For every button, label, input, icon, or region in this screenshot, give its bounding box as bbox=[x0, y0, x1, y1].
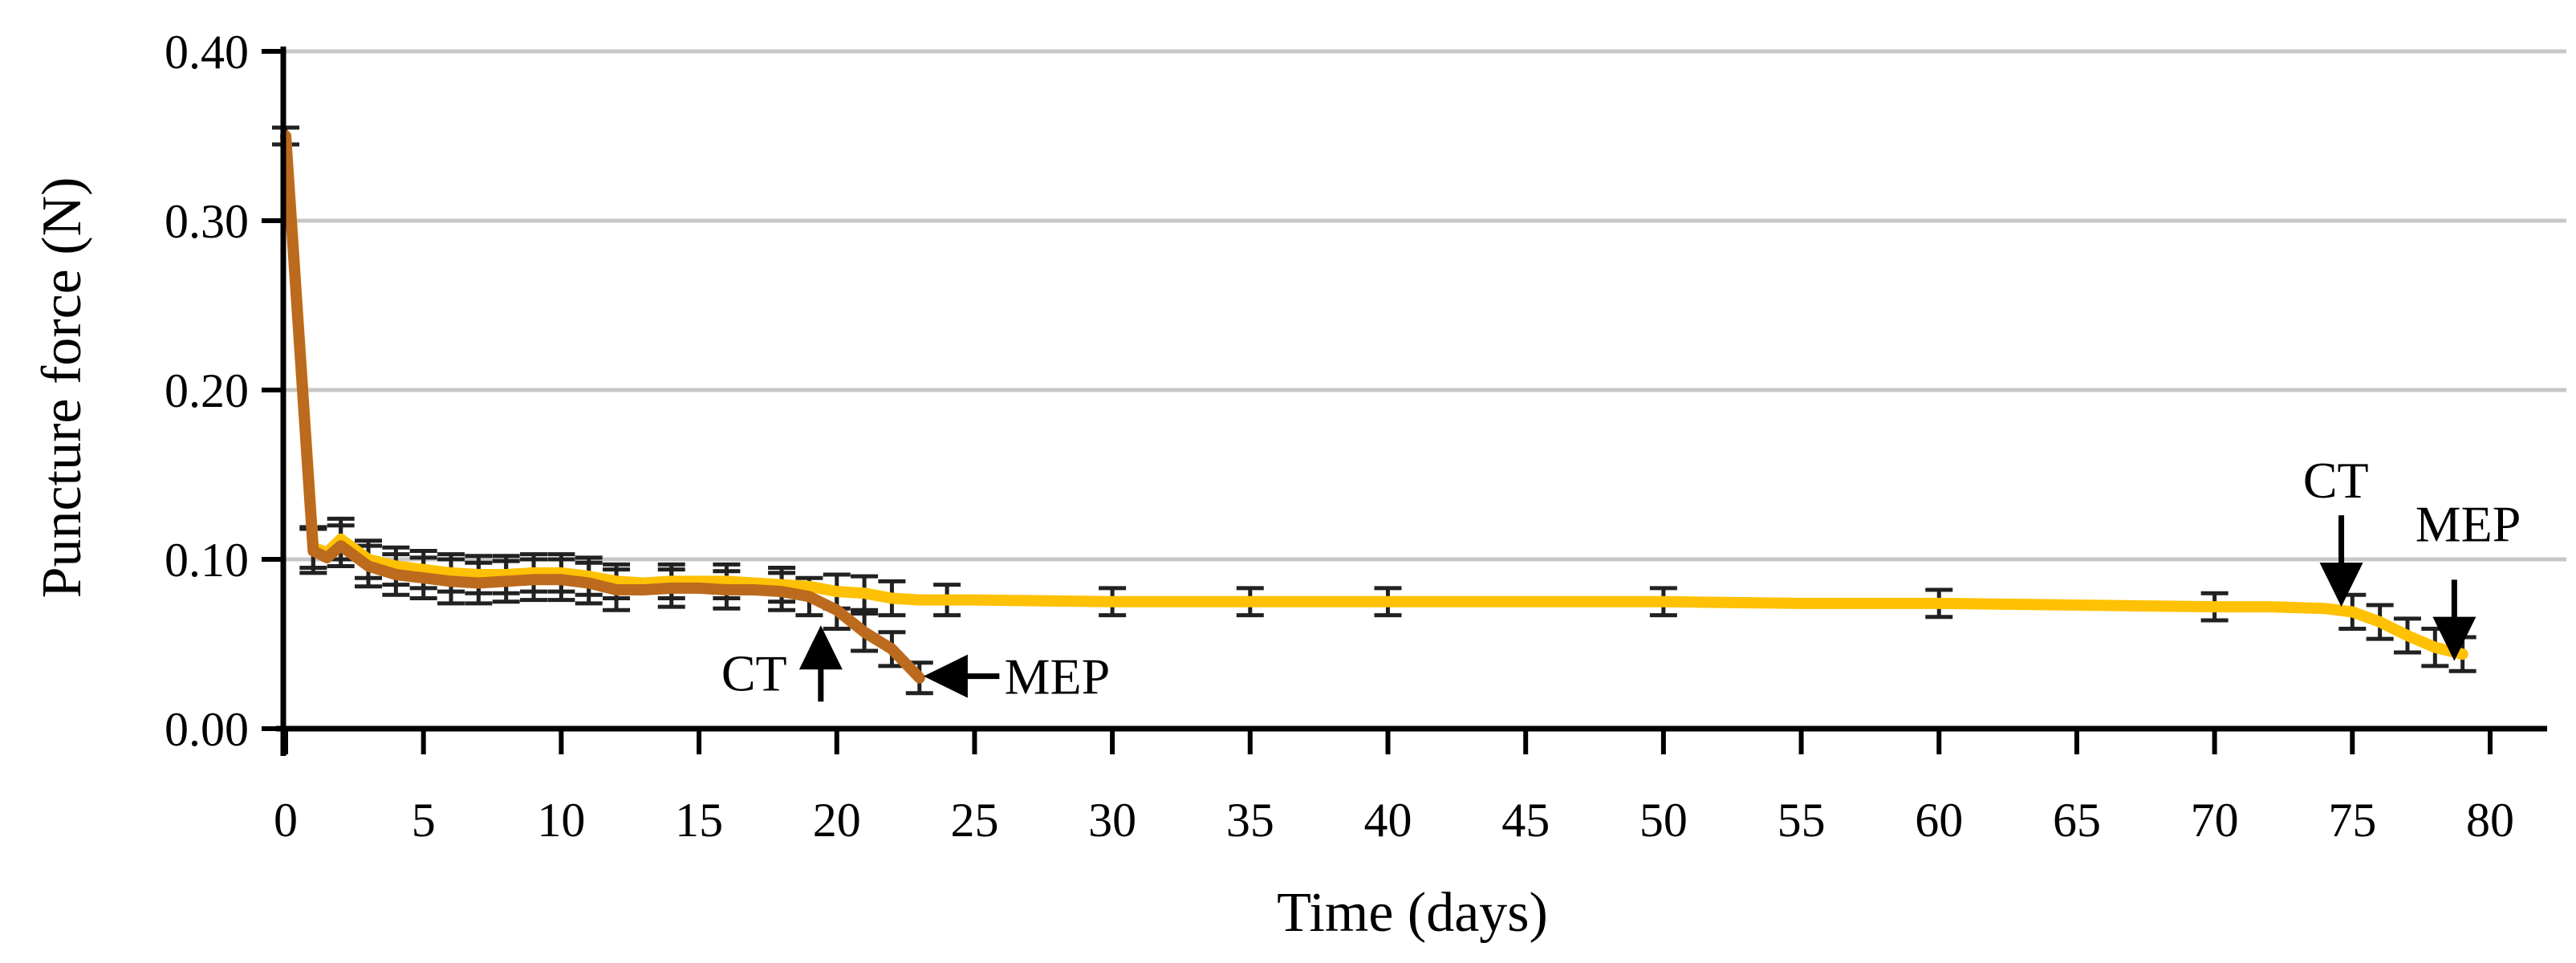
y-tick-label: 0.40 bbox=[165, 26, 249, 79]
up-arrow-icon bbox=[798, 625, 843, 670]
y-tick-label: 0.10 bbox=[165, 534, 249, 587]
y-tick-label: 0.00 bbox=[165, 703, 249, 756]
y-tick-label: 0.20 bbox=[165, 364, 249, 417]
x-tick-label: 65 bbox=[2053, 794, 2101, 847]
x-tick-label: 50 bbox=[1639, 794, 1688, 847]
x-tick-label: 70 bbox=[2191, 794, 2239, 847]
down-arrow-icon bbox=[2319, 563, 2363, 607]
x-tick-label: 40 bbox=[1364, 794, 1412, 847]
x-tick-label: 10 bbox=[537, 794, 585, 847]
y-tick-label: 0.30 bbox=[165, 195, 249, 248]
x-tick-label: 20 bbox=[813, 794, 861, 847]
x-tick-label: 45 bbox=[1501, 794, 1550, 847]
x-tick-label: 60 bbox=[1915, 794, 1963, 847]
x-tick-label: 25 bbox=[950, 794, 998, 847]
x-tick-label: 5 bbox=[412, 794, 436, 847]
x-axis-title: Time (days) bbox=[1277, 882, 1548, 944]
series-line-yellow bbox=[280, 130, 2468, 660]
series-line-brown bbox=[280, 130, 925, 684]
down-arrow-icon bbox=[2432, 616, 2476, 661]
x-tick-label: 35 bbox=[1226, 794, 1274, 847]
x-tick-label: 0 bbox=[274, 794, 298, 847]
annotation-label-ct-yellow: CT bbox=[2303, 452, 2369, 509]
y-axis-title: Puncture force (N) bbox=[31, 177, 93, 599]
annotation-label-mep-yellow: MEP bbox=[2416, 496, 2521, 553]
x-tick-label: 30 bbox=[1088, 794, 1136, 847]
x-tick-label: 55 bbox=[1778, 794, 1826, 847]
x-tick-label: 15 bbox=[675, 794, 723, 847]
left-arrow-icon bbox=[923, 654, 968, 698]
x-tick-label: 80 bbox=[2466, 794, 2514, 847]
annotation-label-ct-brown: CT bbox=[721, 644, 787, 701]
x-tick-label: 75 bbox=[2328, 794, 2376, 847]
annotation-label-mep-brown: MEP bbox=[1005, 648, 1111, 705]
